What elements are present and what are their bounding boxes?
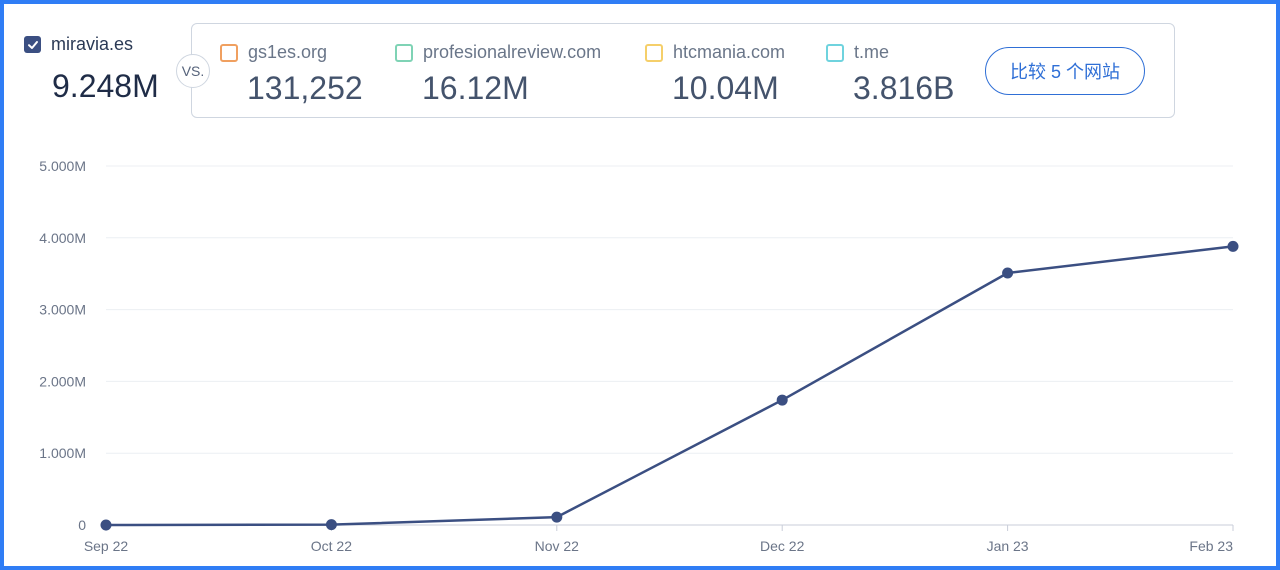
competitor-htcmania[interactable]: htcmania.com 10.04M bbox=[645, 42, 786, 106]
main-site-name: miravia.es bbox=[51, 34, 134, 54]
x-tick-label: Jan 23 bbox=[987, 538, 1029, 554]
main-site: miravia.es 9.248M bbox=[24, 34, 159, 104]
y-tick-label: 5.000M bbox=[39, 158, 86, 174]
check-icon bbox=[27, 40, 38, 49]
main-site-checkbox[interactable] bbox=[24, 36, 41, 53]
y-tick-label: 0 bbox=[78, 517, 86, 533]
series-line bbox=[105, 245, 1234, 527]
x-tick-label: Sep 22 bbox=[84, 538, 129, 554]
x-tick-label: Nov 22 bbox=[535, 538, 580, 554]
competitor-value: 3.816B bbox=[853, 70, 955, 106]
competitor-profesionalreview[interactable]: profesionalreview.com 16.12M bbox=[395, 42, 602, 106]
data-point[interactable] bbox=[1002, 267, 1014, 279]
x-tick-label: Dec 22 bbox=[760, 538, 805, 554]
competitor-gs1es[interactable]: gs1es.org 131,252 bbox=[220, 42, 363, 106]
y-axis-labels: 0 1.000M 2.000M 3.000M 4.000M 5.000M bbox=[39, 158, 86, 533]
main-site-value: 9.248M bbox=[52, 68, 159, 104]
chart-grid bbox=[105, 165, 1234, 531]
competitor-value: 16.12M bbox=[422, 70, 529, 106]
competitor-value: 10.04M bbox=[672, 70, 779, 106]
x-tick-label: Feb 23 bbox=[1189, 538, 1233, 554]
competitor-name: gs1es.org bbox=[248, 42, 328, 62]
data-point[interactable] bbox=[776, 394, 788, 406]
competitor-name: htcmania.com bbox=[673, 42, 786, 62]
competitor-checkbox[interactable] bbox=[395, 43, 413, 62]
y-tick-label: 2.000M bbox=[39, 373, 86, 389]
competitor-checkbox[interactable] bbox=[220, 43, 238, 62]
competitor-checkbox[interactable] bbox=[645, 43, 663, 62]
competitor-name: t.me bbox=[854, 42, 890, 62]
data-point[interactable] bbox=[100, 519, 112, 531]
vs-badge: VS. bbox=[176, 54, 210, 88]
competitors-panel: gs1es.org 131,252 profesionalreview.com … bbox=[191, 23, 1175, 118]
competitor-tme[interactable]: t.me 3.816B bbox=[826, 42, 954, 106]
competitor-checkbox[interactable] bbox=[826, 43, 844, 62]
data-point[interactable] bbox=[325, 519, 337, 531]
data-point[interactable] bbox=[1227, 240, 1239, 252]
y-tick-label: 3.000M bbox=[39, 302, 86, 318]
chart-series bbox=[100, 240, 1239, 531]
y-tick-label: 1.000M bbox=[39, 445, 86, 461]
x-axis-labels: Sep 22 Oct 22 Nov 22 Dec 22 Jan 23 Feb 23 bbox=[84, 538, 1233, 554]
compare-sites-button[interactable]: 比较 5 个网站 bbox=[985, 47, 1145, 95]
data-point[interactable] bbox=[551, 511, 563, 523]
competitor-name: profesionalreview.com bbox=[423, 42, 602, 62]
x-tick-label: Oct 22 bbox=[311, 538, 352, 554]
y-tick-label: 4.000M bbox=[39, 230, 86, 246]
competitor-value: 131,252 bbox=[247, 70, 363, 106]
